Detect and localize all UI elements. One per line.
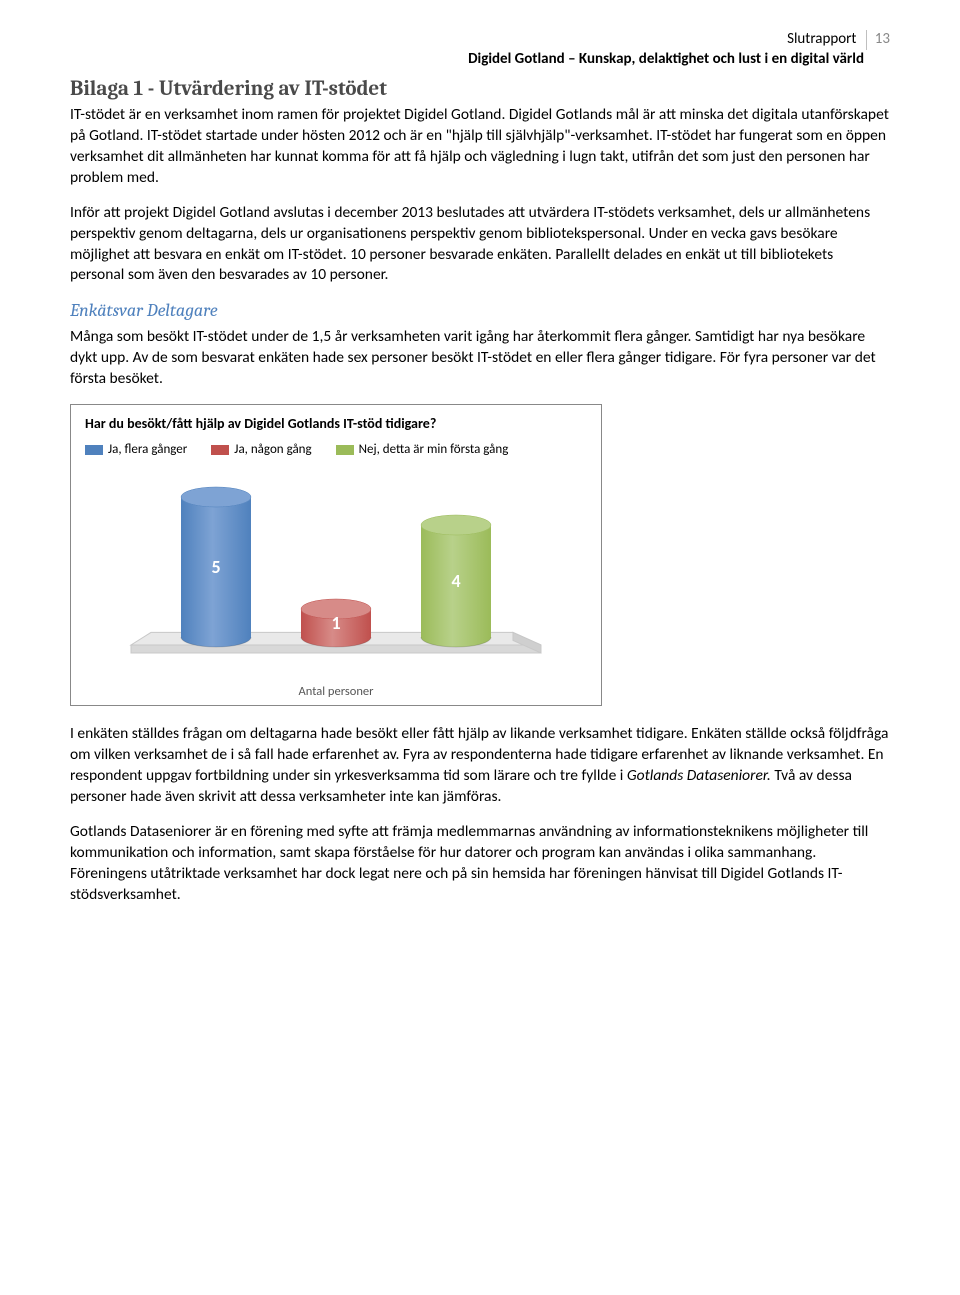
chart-container: Har du besökt/fått hjälp av Digidel Gotl… [70,404,602,706]
legend-swatch-3 [336,445,354,455]
legend-item-2: Ja, någon gång [211,442,311,457]
page: Slutrapport 13 Digidel Gotland – Kunskap… [0,0,960,960]
legend-label-3: Nej, detta är min första gång [359,442,509,457]
svg-text:5: 5 [211,556,220,578]
subsection-heading: Enkätsvar Deltagare [70,300,890,321]
legend-swatch-2 [211,445,229,455]
header-report-label: Slutrapport [787,30,856,48]
svg-text:4: 4 [451,570,460,592]
paragraph-5: Gotlands Dataseniorer är en förening med… [70,822,890,906]
chart-svg: 5 1 4 [111,475,561,675]
legend-swatch-1 [85,445,103,455]
page-header: Slutrapport 13 Digidel Gotland – Kunskap… [70,30,890,69]
svg-text:1: 1 [331,612,340,634]
page-number: 13 [866,30,890,50]
header-line1: Slutrapport 13 [70,30,890,50]
paragraph-3: Många som besökt IT-stödet under de 1,5 … [70,327,890,390]
paragraph-2: Inför att projekt Digidel Gotland avslut… [70,203,890,287]
legend-label-1: Ja, flera gånger [108,442,187,457]
paragraph-1: IT-stödet är en verksamhet inom ramen fö… [70,105,890,189]
chart-xaxis-label: Antal personer [71,684,601,699]
legend-item-3: Nej, detta är min första gång [336,442,509,457]
legend-label-2: Ja, någon gång [234,442,311,457]
legend-item-1: Ja, flera gånger [85,442,187,457]
section-title: Bilaga 1 - Utvärdering av IT-stödet [70,77,890,101]
paragraph-4-italic: Gotlands Dataseniorer. [627,766,771,785]
chart-title: Har du besökt/fått hjälp av Digidel Gotl… [71,405,601,432]
paragraph-4: I enkäten ställdes frågan om deltagarna … [70,724,890,808]
chart-legend: Ja, flera gånger Ja, någon gång Nej, det… [71,432,601,457]
header-subtitle: Digidel Gotland – Kunskap, delaktighet o… [70,50,864,70]
